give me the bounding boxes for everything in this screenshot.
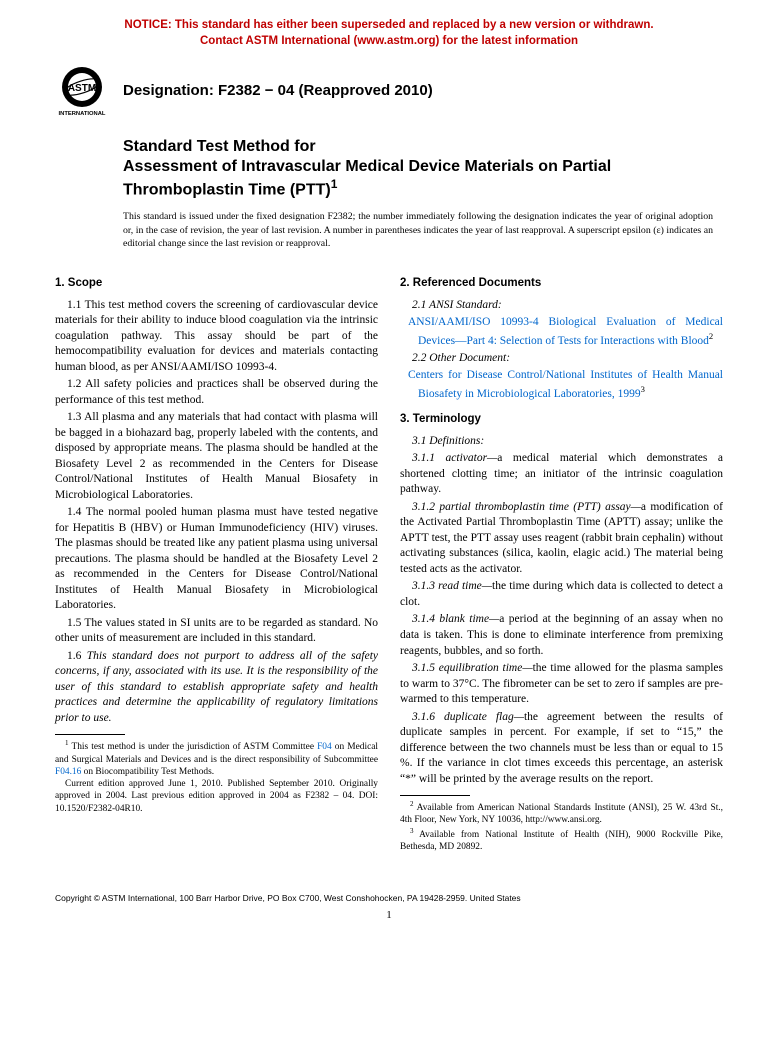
section-3-head: 3. Terminology: [400, 412, 723, 428]
section-2-head: 2. Referenced Documents: [400, 276, 723, 292]
para-1-3: 1.3 All plasma and any materials that ha…: [55, 410, 378, 503]
copyright-line: Copyright © ASTM International, 100 Barr…: [55, 893, 723, 903]
para-1-5: 1.5 The values stated in SI units are to…: [55, 616, 378, 647]
title-block: Standard Test Method for Assessment of I…: [123, 137, 723, 200]
page-number: 1: [55, 909, 723, 921]
def-3-1-4: 3.1.4 blank time—a period at the beginni…: [400, 612, 723, 659]
svg-text:ASTM: ASTM: [68, 83, 96, 94]
left-column: 1. Scope 1.1 This test method covers the…: [55, 272, 378, 853]
issuance-note: This standard is issued under the fixed …: [123, 210, 723, 250]
notice-banner: NOTICE: This standard has either been su…: [55, 18, 723, 49]
document-page: NOTICE: This standard has either been su…: [0, 0, 778, 951]
link-f04-16[interactable]: F04.16: [55, 767, 81, 777]
footnote-3: 3 Available from National Institute of H…: [400, 827, 723, 854]
footnote-1b: Current edition approved June 1, 2010. P…: [55, 778, 378, 815]
svg-text:INTERNATIONAL: INTERNATIONAL: [59, 111, 106, 117]
title-main: Assessment of Intravascular Medical Devi…: [123, 157, 723, 200]
footnote-1a: 1 This test method is under the jurisdic…: [55, 739, 378, 778]
ref-2-1-label: 2.1 ANSI Standard:: [400, 298, 723, 314]
def-3-1-3: 3.1.3 read time—the time during which da…: [400, 579, 723, 610]
notice-line-2: Contact ASTM International (www.astm.org…: [200, 35, 578, 47]
section-1-head: 1. Scope: [55, 276, 378, 292]
header-row: ASTM INTERNATIONAL Designation: F2382 − …: [55, 63, 723, 117]
para-1-2: 1.2 All safety policies and practices sh…: [55, 377, 378, 408]
ref-2-1-item[interactable]: ANSI/AAMI/ISO 10993-4 Biological Evaluat…: [400, 315, 723, 349]
defs-head: 3.1 Definitions:: [400, 434, 723, 450]
body-columns: 1. Scope 1.1 This test method covers the…: [55, 272, 723, 853]
para-1-1: 1.1 This test method covers the screenin…: [55, 298, 378, 376]
para-1-6: 1.6 This standard does not purport to ad…: [55, 649, 378, 727]
def-3-1-5: 3.1.5 equilibration time—the time allowe…: [400, 661, 723, 708]
notice-line-1: NOTICE: This standard has either been su…: [124, 19, 653, 31]
footnote-2: 2 Available from American National Stand…: [400, 800, 723, 827]
footnote-rule-right: [400, 795, 470, 796]
para-1-4: 1.4 The normal pooled human plasma must …: [55, 505, 378, 614]
astm-logo: ASTM INTERNATIONAL: [55, 63, 109, 117]
def-3-1-1: 3.1.1 activator—a medical material which…: [400, 451, 723, 498]
designation-label: Designation: F2382 − 04 (Reapproved 2010…: [123, 82, 433, 99]
ref-2-2-item[interactable]: Centers for Disease Control/National Ins…: [400, 368, 723, 402]
def-3-1-6: 3.1.6 duplicate flag—the agreement betwe…: [400, 710, 723, 788]
ref-2-2-label: 2.2 Other Document:: [400, 351, 723, 367]
right-column: 2. Referenced Documents 2.1 ANSI Standar…: [400, 272, 723, 853]
link-f04[interactable]: F04: [317, 743, 332, 753]
title-pretext: Standard Test Method for: [123, 137, 723, 157]
def-3-1-2: 3.1.2 partial thromboplastin time (PTT) …: [400, 500, 723, 578]
footnote-rule-left: [55, 734, 125, 735]
